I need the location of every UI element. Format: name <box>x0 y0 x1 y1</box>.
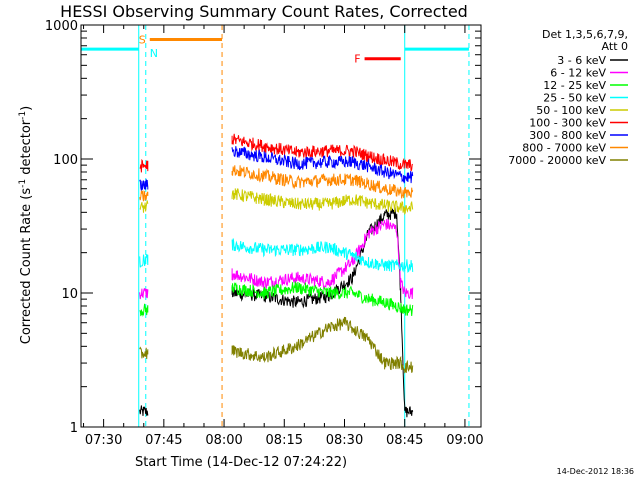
legend-label-800-7000-kev: 800 - 7000 keV <box>522 142 606 155</box>
plot-frame <box>80 24 482 428</box>
x-axis: 07:30 07:45 08:00 08:15 08:30 08:45 09:00 <box>83 25 484 448</box>
x-tick-label: 08:30 <box>326 433 363 448</box>
series-line-50-100-kev <box>139 188 414 215</box>
segment-label-f: F <box>354 53 360 66</box>
segment-label-n: N <box>150 47 158 60</box>
x-tick-label: 08:45 <box>386 433 423 448</box>
legend-label-6-12-kev: 6 - 12 keV <box>550 67 606 80</box>
series-line-800-7000-kev <box>139 165 414 202</box>
legend-header-line-1: Det 1,3,5,6,7,9, <box>542 28 628 41</box>
chart-title: HESSI Observing Summary Count Rates, Cor… <box>60 2 468 21</box>
y-tick-label: 1 <box>70 421 78 436</box>
series-line-300-800-kev <box>139 146 414 191</box>
x-tick-label: 07:30 <box>85 433 122 448</box>
y-tick-label: 1000 <box>45 19 78 34</box>
observing-segments: NS F <box>81 33 469 66</box>
legend-label-100-300-kev: 100 - 300 keV <box>529 117 606 130</box>
y-tick-label: 100 <box>53 153 78 168</box>
series-line-7000-20000-kev <box>139 316 414 374</box>
legend-label-7000-20000-kev: 7000 - 20000 keV <box>508 154 606 167</box>
legend-label-25-50-kev: 25 - 50 keV <box>543 92 606 105</box>
legend-header-line-2: Att 0 <box>602 40 628 53</box>
series-line-12-25-kev <box>139 281 414 317</box>
y-axis-label: Corrected Count Rate (s-1 detector-1) <box>18 106 34 344</box>
legend-label-12-25-kev: 12 - 25 keV <box>543 79 606 92</box>
series-line-25-50-kev <box>139 238 414 273</box>
x-axis-label: Start Time (14-Dec-12 07:24:22) <box>135 455 347 470</box>
series-lines <box>139 133 414 418</box>
x-tick-label: 08:00 <box>205 433 242 448</box>
legend-label-3-6-kev: 3 - 6 keV <box>557 54 606 67</box>
x-tick-label: 09:00 <box>446 433 483 448</box>
y-tick-label: 10 <box>61 287 78 302</box>
segment-label-s: S <box>139 33 146 46</box>
legend-label-50-100-kev: 50 - 100 keV <box>536 104 606 117</box>
y-axis: 1 10 100 1000 <box>45 19 481 436</box>
footer-timestamp: 14-Dec-2012 18:36 <box>557 467 634 476</box>
legend-label-300-800-kev: 300 - 800 keV <box>529 129 606 142</box>
x-tick-label: 07:45 <box>145 433 182 448</box>
series-line-3-6-kev <box>139 207 414 418</box>
x-tick-label: 08:15 <box>266 433 303 448</box>
